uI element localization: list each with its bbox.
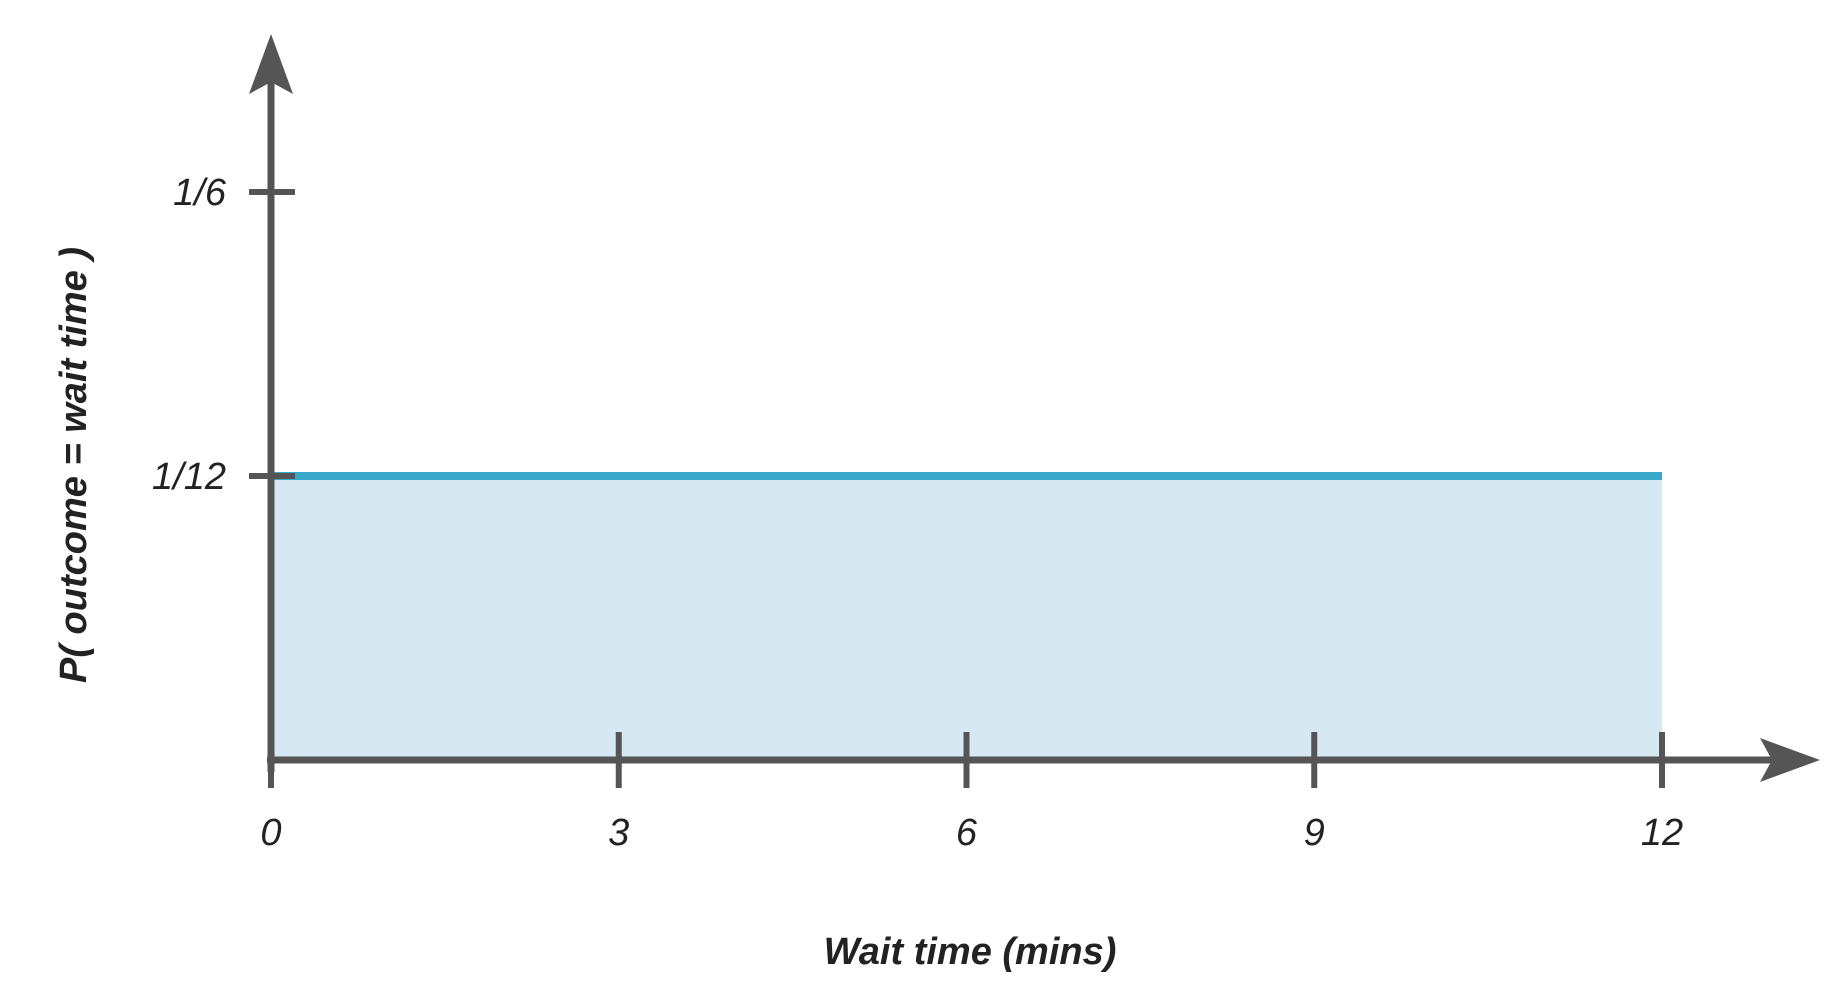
axes [249,34,1820,788]
y-axis-arrow [249,34,293,94]
x-tick-label-0: 0 [260,812,281,854]
tick-labels: 0 3 6 9 12 1/12 1/6 [152,172,1683,854]
y-axis-title: P( outcome = wait time ) [53,247,95,683]
area-fill-0 [271,476,1662,760]
x-tick-label-3: 3 [608,812,629,854]
x-axis-title: Wait time (mins) [824,931,1117,973]
y-tick-label-1-6: 1/6 [173,172,227,214]
y-tick-label-1-12: 1/12 [152,456,226,498]
x-tick-label-12: 12 [1641,812,1683,854]
x-axis-arrow [1760,738,1820,782]
x-tick-label-9: 9 [1304,812,1325,854]
plot-area [271,472,1662,760]
x-tick-label-6: 6 [956,812,978,854]
